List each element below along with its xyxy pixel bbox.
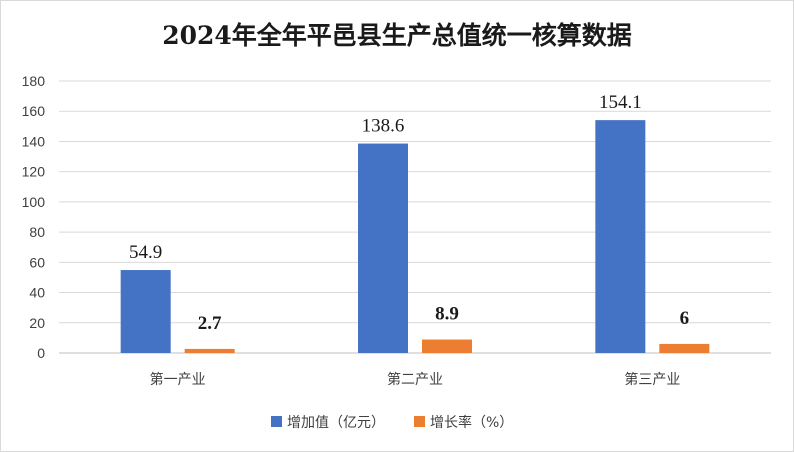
y-tick-label: 80 [29, 224, 45, 240]
legend-swatch [271, 416, 282, 427]
legend-label: 增长率（%） [430, 414, 513, 431]
data-label: 154.1 [599, 92, 642, 113]
data-label: 6 [680, 308, 690, 329]
category-label: 第三产业 [624, 371, 680, 388]
gridlines [59, 80, 771, 354]
legend-swatch [414, 416, 425, 427]
bar-value-added [358, 143, 408, 353]
legend-label: 增加值（亿元） [287, 415, 385, 431]
category-label: 第一产业 [150, 371, 206, 388]
x-axis-categories: 第一产业 第二产业 第三产业 [150, 371, 681, 388]
bar-value-added [595, 120, 646, 353]
bar-value-added [120, 270, 171, 353]
y-tick-label: 20 [29, 315, 45, 331]
chart-title: 2024年全年平邑县生产总值统一核算数据 [162, 21, 632, 50]
data-labels: 54.9 2.7 138.6 8.9 154.1 6 [129, 92, 689, 334]
y-tick-label: 140 [22, 133, 46, 149]
data-label: 138.6 [362, 116, 405, 137]
bars [120, 120, 710, 353]
bar-growth-rate [659, 343, 710, 353]
category-label: 第二产业 [387, 371, 443, 388]
data-label: 8.9 [435, 304, 459, 325]
y-axis-ticks: 0 20 40 60 80 100 120 140 160 180 [22, 73, 46, 361]
y-tick-label: 100 [22, 194, 46, 210]
bar-growth-rate [184, 348, 235, 353]
data-label: 54.9 [129, 242, 162, 263]
y-tick-label: 40 [29, 285, 45, 301]
bar-growth-rate [422, 339, 472, 353]
y-tick-label: 160 [22, 103, 46, 119]
data-label: 2.7 [198, 313, 222, 334]
y-tick-label: 120 [22, 164, 46, 180]
legend: 增加值（亿元） 增长率（%） [271, 414, 513, 431]
y-tick-label: 180 [22, 73, 46, 89]
y-tick-label: 0 [37, 345, 45, 361]
y-tick-label: 60 [29, 254, 45, 270]
